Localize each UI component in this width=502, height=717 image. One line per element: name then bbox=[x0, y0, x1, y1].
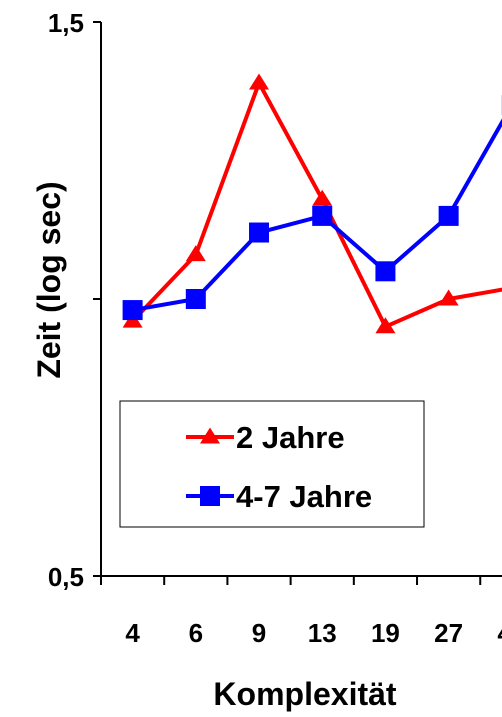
x-tick-label: 4 bbox=[125, 618, 140, 648]
square-marker bbox=[439, 206, 459, 226]
y-tick-label-top: 1,5 bbox=[48, 8, 84, 38]
triangle-marker bbox=[249, 73, 269, 89]
x-tick-label: 40 bbox=[497, 618, 502, 648]
x-axis-tick-labels: 4 6 9 13 19 27 40 bbox=[125, 618, 502, 648]
square-marker bbox=[249, 223, 269, 243]
square-marker bbox=[186, 289, 206, 309]
y-axis-title: Zeit (log sec) bbox=[31, 181, 67, 378]
x-axis-title: Komplexität bbox=[213, 676, 396, 712]
legend-label: 4-7 Jahre bbox=[236, 479, 372, 514]
series-four-seven-years bbox=[123, 95, 502, 320]
square-marker bbox=[123, 300, 143, 320]
legend: 2 Jahre 4-7 Jahre bbox=[120, 401, 424, 527]
series-two-years bbox=[123, 73, 502, 333]
square-marker bbox=[375, 261, 395, 281]
triangle-marker bbox=[186, 245, 206, 261]
x-tick-label: 19 bbox=[371, 618, 400, 648]
y-tick-label-bottom: 0,5 bbox=[48, 562, 84, 592]
x-tick-label: 6 bbox=[189, 618, 203, 648]
x-tick-label: 13 bbox=[308, 618, 337, 648]
series-layer bbox=[123, 73, 502, 333]
x-tick-label: 27 bbox=[434, 618, 463, 648]
legend-label: 2 Jahre bbox=[236, 420, 345, 455]
x-axis-ticks bbox=[101, 576, 480, 585]
triangle-marker bbox=[312, 190, 332, 206]
y-axis-ticks bbox=[93, 22, 101, 576]
x-tick-label: 9 bbox=[252, 618, 266, 648]
square-marker bbox=[312, 206, 332, 226]
square-marker bbox=[200, 486, 220, 506]
